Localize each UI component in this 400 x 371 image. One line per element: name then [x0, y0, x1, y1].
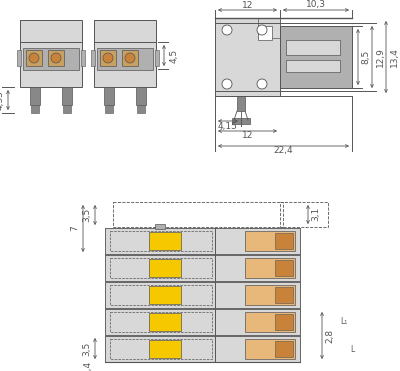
Circle shape [222, 25, 232, 35]
Circle shape [222, 79, 232, 89]
Bar [286, 40, 340, 55]
Bar [26, 50, 42, 66]
Bar [149, 340, 181, 358]
Bar [275, 260, 293, 276]
Bar [20, 42, 82, 87]
Bar [105, 255, 215, 281]
Bar [62, 87, 72, 105]
Text: 3,5: 3,5 [82, 208, 92, 222]
Bar [232, 118, 250, 124]
Bar [149, 313, 181, 331]
Circle shape [29, 53, 39, 63]
Text: 22,4: 22,4 [274, 147, 293, 155]
Bar [110, 312, 212, 332]
Bar [113, 202, 283, 227]
Bar [137, 105, 145, 113]
Bar [245, 258, 295, 278]
Text: 1,4: 1,4 [82, 360, 92, 371]
Bar [105, 228, 300, 254]
Text: 3,1: 3,1 [312, 207, 320, 221]
Bar [20, 20, 82, 42]
Bar [31, 105, 39, 113]
Bar [110, 285, 212, 305]
Bar [105, 309, 300, 335]
Text: 12: 12 [242, 131, 253, 141]
Circle shape [103, 53, 113, 63]
Text: 12: 12 [242, 0, 253, 10]
Bar [149, 232, 181, 250]
Bar [280, 202, 328, 227]
Text: 13,4: 13,4 [390, 47, 398, 67]
Text: L₁: L₁ [340, 318, 348, 326]
Bar [110, 231, 212, 251]
Text: L: L [350, 345, 354, 354]
Bar [215, 18, 280, 96]
Bar [122, 50, 138, 66]
Text: 8,5: 8,5 [362, 50, 370, 64]
Bar [275, 314, 293, 330]
Bar [97, 48, 153, 70]
Bar [245, 312, 295, 332]
Bar [245, 231, 295, 251]
Bar [104, 87, 114, 105]
Bar [94, 42, 156, 87]
Bar [275, 341, 293, 357]
Bar [275, 287, 293, 303]
Text: 4,15: 4,15 [218, 121, 238, 131]
Bar [215, 309, 300, 335]
Bar [155, 224, 165, 229]
Circle shape [125, 53, 135, 63]
Bar [215, 282, 300, 308]
Bar [105, 228, 215, 254]
Bar [100, 50, 116, 66]
Bar [215, 255, 300, 281]
Bar [105, 336, 300, 362]
Text: 3,5: 3,5 [82, 341, 92, 356]
Text: 12,9: 12,9 [376, 47, 384, 67]
Bar [105, 282, 300, 308]
Bar [149, 259, 181, 277]
Bar [258, 18, 280, 38]
Bar [275, 233, 293, 249]
Circle shape [257, 25, 267, 35]
Bar [245, 285, 295, 305]
Bar [215, 336, 300, 362]
Bar [245, 339, 295, 359]
Bar [105, 309, 215, 335]
Bar [149, 286, 181, 304]
Bar [91, 50, 95, 66]
Bar [237, 96, 245, 111]
Bar [94, 20, 156, 42]
Bar [110, 339, 212, 359]
Text: 4,35: 4,35 [0, 90, 4, 110]
Bar [30, 87, 40, 105]
Bar [286, 60, 340, 72]
Bar [136, 87, 146, 105]
Bar [105, 336, 215, 362]
Bar [258, 26, 272, 40]
Bar [81, 50, 85, 66]
Circle shape [257, 79, 267, 89]
Bar [105, 282, 215, 308]
Bar [17, 50, 21, 66]
Text: 2,8: 2,8 [326, 328, 334, 342]
Bar [23, 48, 79, 70]
Bar [215, 228, 300, 254]
Bar [280, 26, 352, 88]
Text: 7: 7 [70, 226, 80, 232]
Bar [105, 255, 300, 281]
Bar [155, 50, 159, 66]
Bar [105, 105, 113, 113]
Bar [110, 258, 212, 278]
Bar [63, 105, 71, 113]
Circle shape [51, 53, 61, 63]
Text: 10,3: 10,3 [306, 0, 326, 10]
Bar [48, 50, 64, 66]
Text: 4,5: 4,5 [170, 49, 178, 63]
